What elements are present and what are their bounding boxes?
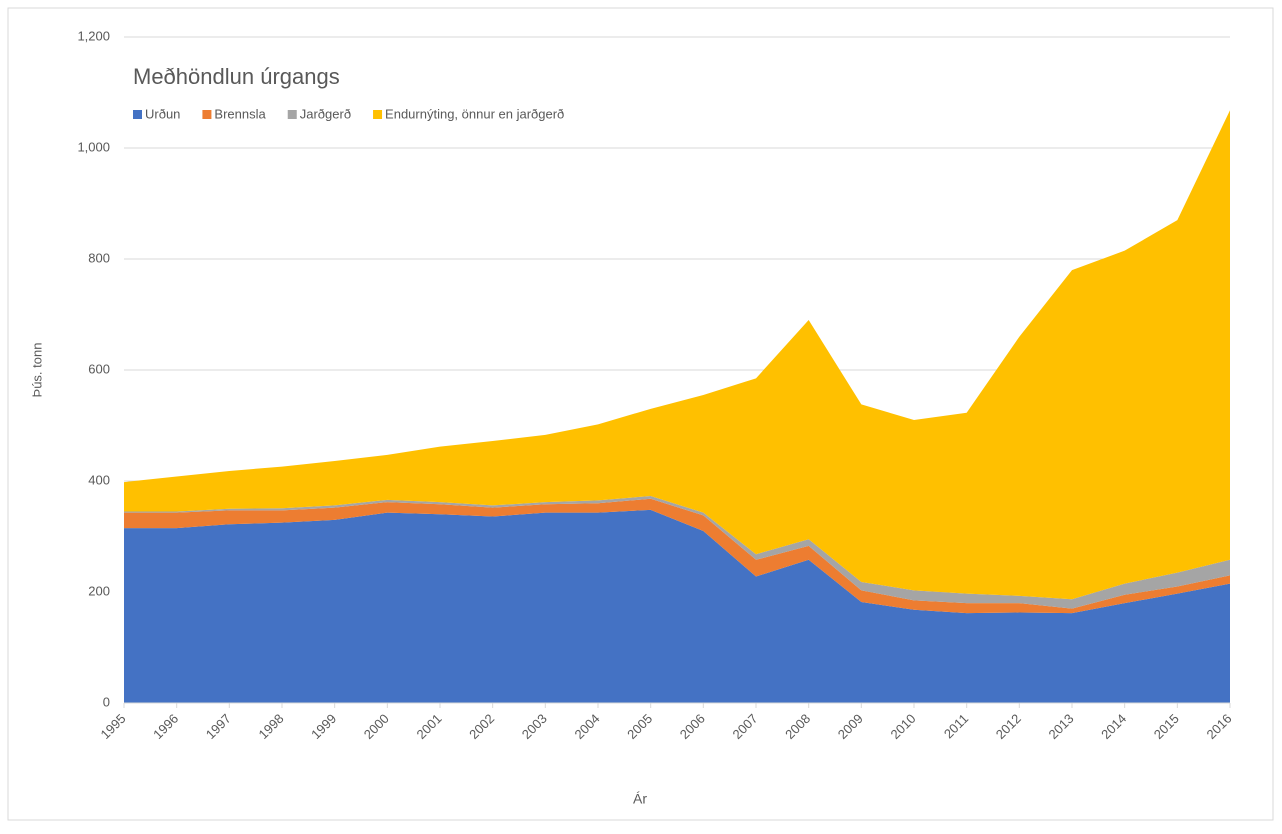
y-tick-label: 200 <box>88 583 110 598</box>
y-tick-label: 400 <box>88 472 110 487</box>
legend-label: Jarðgerð <box>300 106 351 121</box>
y-tick-label: 0 <box>103 694 110 709</box>
x-axis-title: Ár <box>633 791 647 807</box>
area <box>124 509 1230 703</box>
chart-title: Meðhöndlun úrgangs <box>133 64 340 89</box>
legend-swatch <box>373 110 383 119</box>
legend-label: Urðun <box>145 106 180 121</box>
legend-label: Brennsla <box>214 106 266 121</box>
y-tick-label: 600 <box>88 361 110 376</box>
legend-swatch <box>133 110 142 119</box>
legend-swatch <box>287 110 297 119</box>
legend-label: Endurnýting, önnur en jarðgerð <box>385 106 564 121</box>
y-tick-label: 1,000 <box>77 139 110 154</box>
y-axis-title: Þús. tonn <box>29 343 44 398</box>
y-tick-label: 800 <box>88 250 110 265</box>
area <box>124 110 1230 600</box>
legend-swatch <box>202 110 212 119</box>
area <box>124 498 1230 614</box>
y-tick-label: 1,200 <box>77 28 110 43</box>
